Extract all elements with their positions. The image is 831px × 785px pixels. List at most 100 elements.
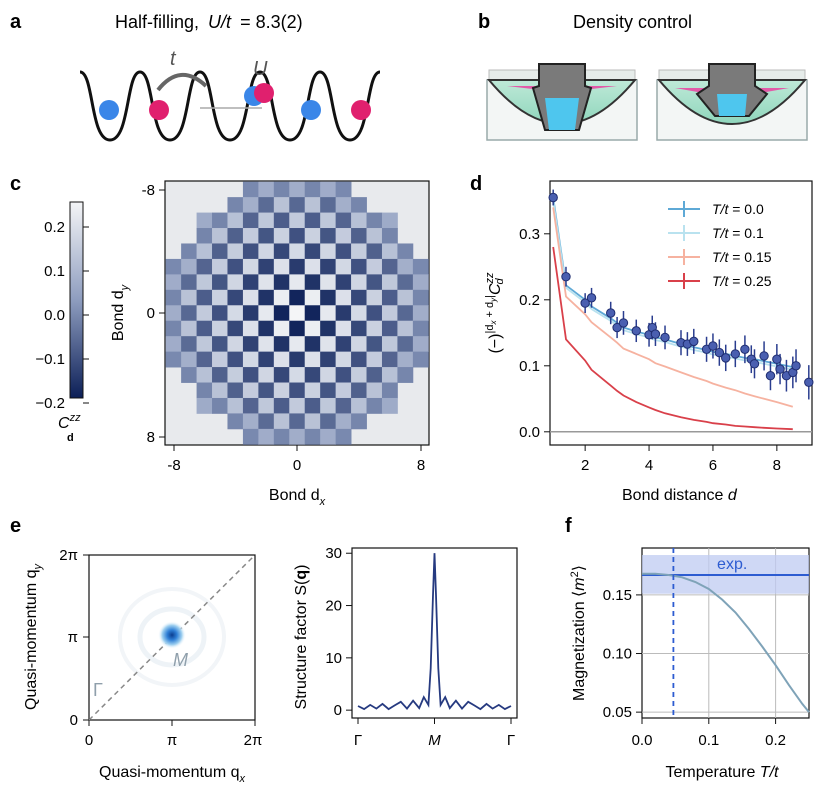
heatmap-cell [242, 351, 259, 368]
f-xtick-label: 0.0 [632, 732, 653, 749]
panel-a-label: a [10, 11, 22, 33]
heatmap-cell [304, 367, 321, 383]
heatmap-cell [320, 320, 337, 337]
heatmap-cell [366, 258, 383, 275]
c-ylabel: Bond dy [110, 283, 131, 341]
heatmap-cell [335, 228, 352, 244]
heatmap-cell [242, 336, 259, 353]
heatmap-cell [304, 258, 321, 275]
heatmap-cell [289, 336, 306, 353]
e-xtick-label: 2π [244, 732, 263, 749]
heatmap-cell [273, 305, 290, 322]
heatmap-cell [258, 228, 275, 244]
heatmap-cell [242, 289, 259, 306]
heatmap-cell [289, 413, 306, 430]
heatmap-cell [304, 305, 321, 322]
heatmap-cell [212, 274, 228, 291]
heatmap-cell [196, 258, 213, 275]
heatmap-cell [320, 289, 337, 306]
heatmap-cell [165, 258, 182, 275]
d-data-point [689, 336, 699, 347]
heatmap-cell [273, 243, 290, 260]
heatmap-cell [304, 181, 321, 198]
core-density [545, 98, 579, 130]
e-ytick-label: 2π [59, 547, 78, 564]
heatmap-cell [304, 428, 321, 445]
heatmap-cells [165, 181, 429, 445]
c-xtick-label: 8 [417, 457, 425, 474]
cbar-tick-label: 0.1 [44, 263, 65, 280]
e-map-peak [158, 621, 186, 649]
heatmap-cell [366, 397, 383, 414]
heatmap-cell [381, 305, 398, 322]
heatmap-cell [335, 305, 352, 322]
trap-diagram-1 [486, 63, 638, 141]
e-cut-ytick-label: 30 [325, 545, 342, 562]
f-plot-frame [641, 547, 810, 719]
heatmap-cell [351, 289, 367, 306]
heatmap-cell [320, 228, 337, 244]
heatmap-cell [258, 181, 275, 198]
heatmap-cell [242, 212, 259, 229]
heatmap-cell [258, 243, 275, 260]
e-ytick-label: 0 [70, 712, 78, 729]
d-plot-frame [549, 180, 813, 446]
heatmap-cell [397, 243, 414, 260]
heatmap-cell [304, 197, 321, 213]
heatmap-cell [212, 289, 228, 306]
heatmap-cell [196, 212, 213, 229]
heatmap-cell [227, 320, 244, 337]
d-data-point [721, 353, 731, 363]
panel-e-label: e [10, 515, 21, 537]
panel-d-label: d [470, 173, 482, 195]
d-xtick-label: 6 [709, 457, 717, 474]
heatmap-cell [366, 243, 383, 260]
heatmap-cell [289, 212, 306, 229]
heatmap-cell [381, 228, 398, 244]
heatmap-cell [196, 336, 213, 353]
heatmap-cell [320, 258, 337, 275]
e-map-m-label: M [173, 650, 188, 670]
e-map-gamma-label: Γ [93, 680, 103, 700]
heatmap-cell [273, 274, 290, 291]
d-ylabel-zz: zz [484, 272, 496, 285]
heatmap-cell [227, 228, 244, 244]
heatmap-cell [273, 320, 290, 337]
d-ylabel-suby: y [489, 297, 498, 303]
heatmap-cell [351, 197, 367, 213]
heatmap-cell [289, 197, 306, 213]
d-xtick-label: 4 [645, 457, 653, 474]
heatmap-cell [165, 274, 182, 291]
heatmap-cell [335, 413, 352, 430]
colorbar [69, 201, 84, 399]
heatmap-cell [273, 181, 290, 198]
heatmap-cell [196, 351, 213, 368]
d-ylabel: (−)|dx + dy|Czzd [484, 272, 506, 354]
heatmap-cell [196, 289, 213, 306]
heatmap-cell [335, 212, 352, 229]
heatmap-cell [289, 397, 306, 414]
heatmap-cell [366, 228, 383, 244]
heatmap-cell [381, 397, 398, 414]
heatmap-cell [320, 397, 337, 414]
colorbar-sub: d [67, 432, 74, 444]
trap-diagram-2 [656, 63, 808, 141]
heatmap-cell [412, 289, 429, 306]
heatmap-cell [273, 397, 290, 414]
heatmap-cell [289, 351, 306, 368]
f-xtick-label: 0.2 [765, 732, 786, 749]
f-ylabel-m: m [571, 577, 588, 590]
heatmap-cell [273, 212, 290, 229]
legend-var: T/t [712, 201, 729, 217]
heatmap-cell [258, 382, 275, 399]
heatmap-cell [212, 397, 228, 414]
heatmap-cell [304, 351, 321, 368]
d-data-point [714, 347, 725, 358]
panel-a: a Half-filling, U/t = 8.3(2) t U [10, 11, 381, 142]
c-ytick-label: 0 [147, 305, 155, 322]
heatmap-cell [366, 382, 383, 399]
heatmap-cell [273, 228, 290, 244]
heatmap-cell [351, 413, 367, 430]
heatmap-cell [412, 274, 429, 291]
